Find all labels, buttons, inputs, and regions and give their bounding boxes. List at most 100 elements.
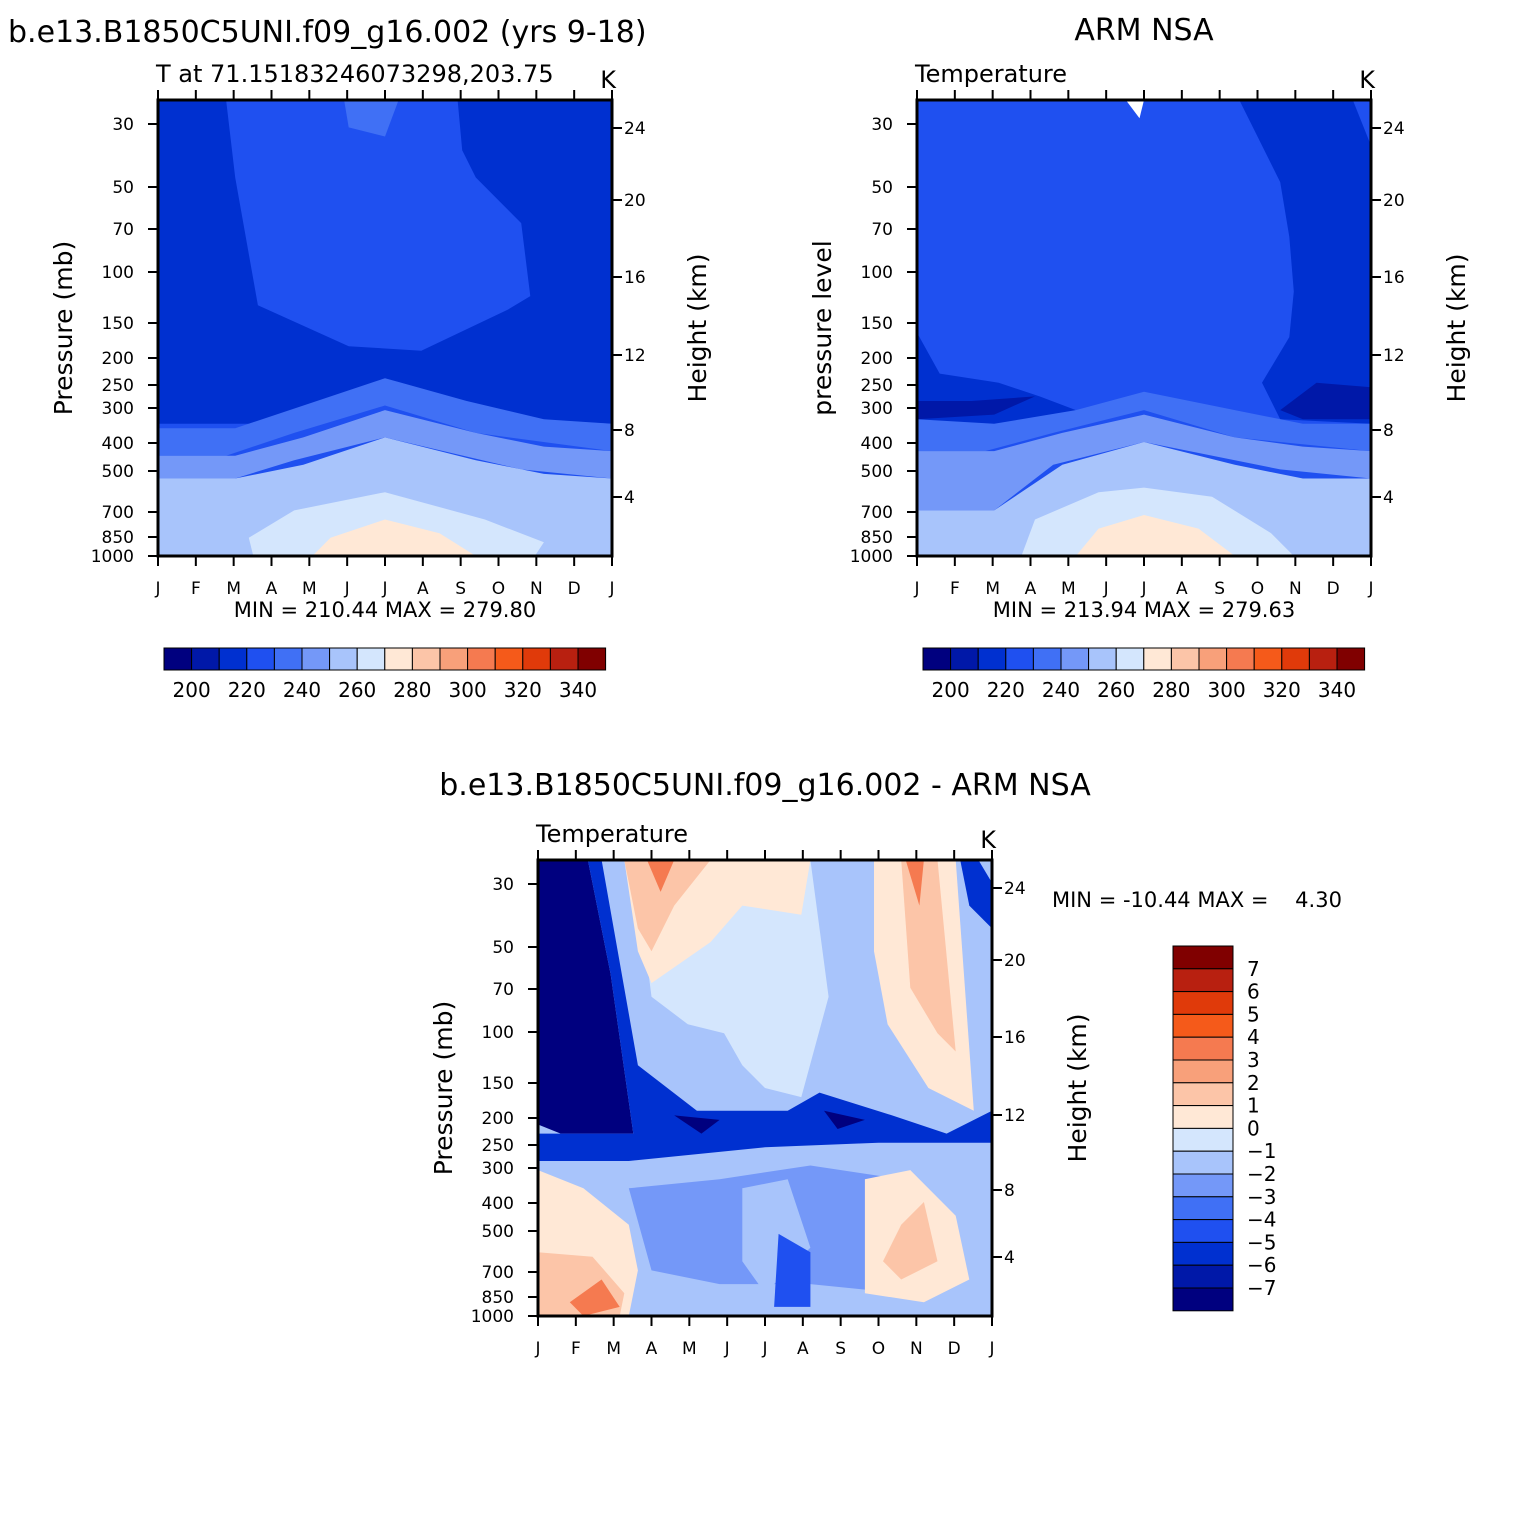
colorbar-swatch (301, 647, 331, 671)
colorbar-swatch (384, 647, 413, 671)
x-tick-label: M (226, 579, 241, 599)
x-tick-label: O (872, 1339, 885, 1359)
x-tick-label: A (646, 1339, 658, 1359)
y2-tick-label: 4 (1004, 1248, 1015, 1268)
colorbar-swatch (356, 647, 386, 671)
colorbar-swatch (922, 647, 952, 671)
colorbar-swatch (1172, 1059, 1234, 1084)
contour-level-6 (917, 414, 1371, 511)
contour-level-minus-5b (960, 860, 992, 929)
x-tick-label: F (950, 579, 960, 599)
y2-tick-label: 8 (1383, 421, 1394, 441)
colorbar-swatch (494, 647, 524, 671)
y2-tick-label: 4 (1383, 488, 1394, 508)
y-tick-label: 30 (492, 875, 514, 895)
units-label: K (600, 66, 617, 94)
colorbar-swatch (1172, 1241, 1234, 1266)
x-tick-label: S (455, 579, 466, 599)
x-tick-label: N (530, 579, 543, 599)
x-tick-label: J (988, 1339, 994, 1359)
x-tick-label: N (1289, 579, 1302, 599)
y-tick-label: 30 (871, 115, 893, 135)
y-tick-label: 500 (861, 462, 893, 482)
x-tick-label: J (534, 1339, 540, 1359)
x-tick-label: J (761, 1339, 767, 1359)
y-tick-label: 70 (112, 220, 134, 240)
colorbar-swatch (1060, 647, 1090, 671)
min-max-label: MIN = 210.44 MAX = 279.80 (234, 598, 536, 622)
colorbar-label: 200 (173, 678, 211, 702)
contour-level-1d (883, 1202, 938, 1280)
x-tick-label: M (1061, 579, 1076, 599)
y-tick-label: 300 (861, 399, 893, 419)
y-tick-label: 300 (482, 1159, 514, 1179)
x-tick-label: F (571, 1339, 581, 1359)
y2-tick-label: 16 (1004, 1028, 1026, 1048)
colorbar-label: −6 (1247, 1253, 1276, 1277)
y-tick-label: 400 (482, 1194, 514, 1214)
x-tick-label: A (417, 579, 429, 599)
colorbar-swatch (1172, 1196, 1234, 1221)
contour-level-6 (158, 410, 612, 479)
colorbar-swatch (1281, 647, 1310, 671)
y-tick-label: 400 (102, 434, 134, 454)
colorbar-label: 340 (559, 678, 597, 702)
colorbar-swatch (1226, 647, 1255, 671)
colorbar-swatch (1172, 1013, 1234, 1038)
y-tick-label: 50 (112, 178, 134, 198)
colorbar-swatch (1172, 1150, 1234, 1175)
contour-level-9 (312, 519, 476, 556)
colorbar-swatch (467, 647, 496, 671)
y-tick-label: 500 (482, 1222, 514, 1242)
colorbar-swatch (1172, 1264, 1234, 1289)
x-tick-label: M (985, 579, 1000, 599)
units-label: K (980, 826, 997, 854)
colorbar-swatch (1115, 647, 1145, 671)
y-tick-label: 150 (102, 314, 134, 334)
x-tick-label: J (724, 1339, 730, 1359)
y2-tick-label: 16 (624, 268, 646, 288)
x-tick-label: M (682, 1339, 697, 1359)
colorbar-swatch (1198, 647, 1228, 671)
x-tick-label: D (1327, 579, 1340, 599)
colorbar-swatch (1172, 945, 1234, 970)
contour-level-minus-5 (538, 860, 992, 1161)
colorbar-label: 280 (1152, 678, 1190, 702)
colorbar-label: 7 (1247, 957, 1260, 981)
x-tick-label: A (266, 579, 278, 599)
y2-tick-label: 20 (1383, 191, 1405, 211)
y-tick-label: 70 (492, 980, 514, 1000)
x-tick-label: F (191, 579, 201, 599)
subtitle: Temperature (914, 60, 1067, 88)
contour-level-3c (569, 1279, 620, 1316)
y-tick-label: 1000 (471, 1307, 514, 1327)
colorbar-swatch (1172, 1287, 1234, 1312)
y-tick-label: 150 (861, 314, 893, 334)
colorbar-swatch (1172, 1173, 1234, 1198)
colorbar-swatch (1143, 647, 1172, 671)
panel-2-title: ARM NSA (1074, 13, 1214, 48)
colorbar-label: 3 (1247, 1048, 1260, 1072)
colorbar-swatch (522, 647, 551, 671)
colorbar-swatch (1172, 1082, 1234, 1107)
y2-tick-label: 24 (1383, 119, 1405, 139)
y2-tick-label: 16 (1383, 268, 1405, 288)
colorbar-label: 6 (1247, 980, 1260, 1004)
y-tick-label: 100 (102, 263, 134, 283)
y-tick-label: 400 (861, 434, 893, 454)
colorbar-label: 4 (1247, 1025, 1260, 1049)
contour-level-1b (901, 860, 956, 1052)
y-tick-label: 150 (482, 1074, 514, 1094)
subtitle: T at 71.15183246073298,203.75 (155, 60, 554, 88)
x-tick-label: D (948, 1339, 961, 1359)
panel-3-title: b.e13.B1850C5UNI.f09_g16.002 - ARM NSA (439, 768, 1091, 803)
colorbar-swatch (1005, 647, 1034, 671)
y-axis-label: Pressure (mb) (49, 241, 78, 415)
x-tick-label: D (568, 579, 581, 599)
y2-axis-label: Height (km) (1063, 1014, 1092, 1163)
colorbar-swatch (329, 647, 358, 671)
colorbar-swatch (1172, 991, 1234, 1015)
colorbar-label: 200 (932, 678, 970, 702)
contour-level-5 (917, 391, 1371, 452)
colorbar-label: 1 (1247, 1094, 1260, 1118)
